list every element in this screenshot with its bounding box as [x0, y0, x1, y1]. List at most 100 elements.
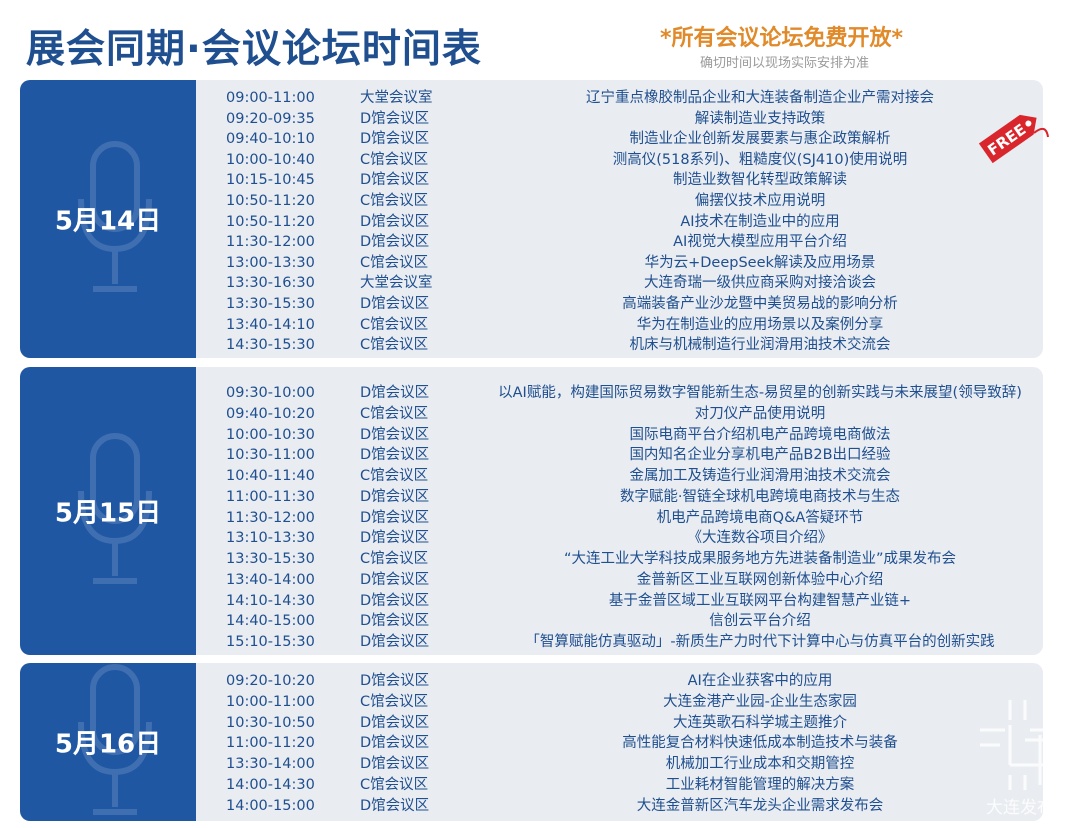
session-time: 13:30-15:30: [226, 296, 315, 312]
session-topic: 华为云+DeepSeek解读及应用场景: [644, 254, 876, 271]
session-location: D馆会议区: [360, 613, 430, 630]
session-time: 10:40-11:40: [226, 468, 315, 484]
session-location: D馆会议区: [360, 797, 430, 814]
session-topic: 大连英歌石科学城主题推介: [673, 714, 847, 731]
session-time: 13:30-16:30: [226, 275, 315, 292]
session-row: 10:00-11:00 C馆会议区 大连金港产业园-企业生态家园: [196, 692, 1043, 712]
session-location: C馆会议区: [360, 193, 429, 209]
session-row: 13:10-13:30 D馆会议区 《大连数谷项目介绍》: [196, 528, 1043, 548]
session-topic: 国际电商平台介绍机电产品跨境电商做法: [629, 426, 891, 443]
session-row: 13:30-15:30 C馆会议区 “大连工业大学科技成果服务地方先进装备制造业”成…: [196, 549, 1043, 569]
session-topic: 对刀仪产品使用说明: [694, 405, 826, 422]
session-time: 13:10-13:30: [226, 530, 315, 547]
session-time: 11:00-11:30: [226, 488, 315, 505]
session-location: 大堂会议室: [360, 275, 433, 292]
session-topic: 机床与机械制造行业润滑用油技术交流会: [629, 337, 891, 354]
session-topic: AI技术在制造业中的应用: [680, 213, 840, 230]
session-time: 13:30-14:00: [226, 756, 315, 773]
session-location: C馆会议区: [360, 316, 429, 333]
session-topic: 大连金港产业园-企业生态家园: [663, 693, 857, 710]
session-row: 15:10-15:30 D馆会议区 「智算赋能仿真驱动」-新质生产力时代下计算中心与…: [196, 632, 1043, 652]
day-section-may-16: 5月16日 09:20-10:20 D馆会议区 AI在企业获客中的应用 10:00-11…: [20, 663, 1043, 821]
session-time: 14:30-15:30: [226, 337, 315, 354]
session-time: 10:00-10:40: [226, 151, 315, 168]
session-row: 13:30-14:00 D馆会议区 机械加工行业成本和交期管控: [196, 754, 1043, 774]
session-topic: 「智算赋能仿真驱动」-新质生产力时代下计算中心与仿真平台的创新实践: [525, 634, 995, 650]
session-location: D馆会议区: [360, 385, 430, 401]
session-row: 10:00-10:40 C馆会议区 测高仪(518系列)、粗糙度仪(SJ410)使用…: [196, 150, 1043, 170]
watermark-text: 大连发布: [986, 798, 1054, 818]
session-topic: 大连金普新区汽车龙头企业需求发布会: [636, 797, 884, 814]
session-row: 14:30-15:30 C馆会议区 机床与机械制造行业润滑用油技术交流会: [196, 335, 1043, 355]
session-time: 10:15-10:45: [226, 172, 315, 189]
session-topic: 数字赋能·智链全球机电跨境电商技术与生态: [619, 488, 901, 505]
session-time: 10:00-11:00: [226, 693, 315, 710]
session-location: C馆会议区: [360, 405, 429, 422]
session-time: 10:50-11:20: [226, 193, 315, 209]
session-row: 13:30-16:30 大堂会议室 大连奇瑞一级供应商采购对接洽谈会: [196, 273, 1043, 293]
session-location: C馆会议区: [360, 337, 429, 354]
session-row: 11:30-12:00 D馆会议区 机电产品跨境电商Q&A答疑环节: [196, 508, 1043, 528]
sessions-list: 09:20-10:20 D馆会议区 AI在企业获客中的应用 10:00-11:00 C馆…: [196, 663, 1043, 821]
session-location: C馆会议区: [360, 777, 429, 793]
session-time: 13:40-14:10: [226, 316, 315, 333]
session-time: 14:10-14:30: [226, 592, 315, 609]
session-location: D馆会议区: [360, 488, 430, 505]
session-row: 10:00-10:30 D馆会议区 国际电商平台介绍机电产品跨境电商做法: [196, 425, 1043, 445]
session-time: 09:30-10:00: [226, 385, 315, 401]
page-title: 展会同期·会议论坛时间表: [26, 27, 482, 72]
session-topic: AI视觉大模型应用平台介绍: [673, 234, 847, 251]
session-row: 13:30-15:30 D馆会议区 高端装备产业沙龙暨中美贸易战的影响分析: [196, 294, 1043, 314]
session-time: 10:00-10:30: [226, 426, 315, 443]
session-location: C馆会议区: [360, 468, 429, 484]
session-topic: 大连奇瑞一级供应商采购对接洽谈会: [644, 275, 876, 292]
session-time: 09:20-09:35: [226, 110, 315, 127]
day-section-may-15: 5月15日 09:30-10:00 D馆会议区 以AI赋能，构建国际贸易数字智能新生态…: [20, 367, 1043, 655]
session-topic: 高端装备产业沙龙暨中美贸易战的影响分析: [622, 296, 898, 312]
session-time: 10:50-11:20: [226, 213, 315, 230]
session-row: 13:40-14:00 D馆会议区 金普新区工业互联网创新体验中心介绍: [196, 570, 1043, 590]
session-topic: 金普新区工业互联网创新体验中心介绍: [636, 571, 884, 588]
session-row: 11:00-11:30 D馆会议区 数字赋能·智链全球机电跨境电商技术与生态: [196, 487, 1043, 507]
session-row: 10:50-11:20 C馆会议区 偏摆仪技术应用说明: [196, 191, 1043, 211]
session-topic: 测高仪(518系列)、粗糙度仪(SJ410)使用说明: [612, 151, 908, 168]
day-panel: 5月16日: [20, 663, 196, 821]
session-row: 09:40-10:10 D馆会议区 制造业企业创新发展要素与惠企政策解析: [196, 129, 1043, 149]
session-topic: 制造业数智化转型政策解读: [673, 172, 847, 189]
sessions-list: 09:30-10:00 D馆会议区 以AI赋能，构建国际贸易数字智能新生态-易贸星的…: [196, 367, 1043, 655]
microphone-icon: [78, 664, 152, 815]
session-topic: 《大连数谷项目介绍》: [687, 530, 833, 547]
watermark-logo-icon: 大连发布: [980, 700, 1060, 818]
session-location: D馆会议区: [360, 634, 430, 650]
day-label: 5月14日: [54, 206, 162, 237]
session-location: D馆会议区: [360, 234, 430, 251]
session-location: D馆会议区: [360, 110, 430, 127]
session-location: D馆会议区: [360, 592, 430, 609]
session-time: 10:30-10:50: [226, 714, 315, 731]
session-time: 13:40-14:00: [226, 571, 315, 588]
day-label: 5月16日: [54, 729, 162, 760]
session-location: 大堂会议室: [360, 90, 433, 106]
session-row: 14:00-14:30 C馆会议区 工业耗材智能管理的解决方案: [196, 775, 1043, 795]
session-topic: “大连工业大学科技成果服务地方先进装备制造业”成果发布会: [563, 551, 957, 567]
session-time: 09:00-11:00: [226, 90, 315, 106]
session-row: 09:40-10:20 C馆会议区 对刀仪产品使用说明: [196, 404, 1043, 424]
session-row: 10:50-11:20 D馆会议区 AI技术在制造业中的应用: [196, 212, 1043, 232]
session-location: D馆会议区: [360, 296, 430, 312]
session-row: 13:40-14:10 C馆会议区 华为在制造业的应用场景以及案例分享: [196, 315, 1043, 335]
time-disclaimer: 确切时间以现场实际安排为准: [700, 56, 870, 71]
session-time: 14:00-14:30: [226, 777, 315, 793]
session-topic: AI在企业获客中的应用: [687, 673, 833, 689]
session-topic: 基于金普区域工业互联网平台构建智慧产业链+: [608, 592, 912, 609]
session-time: 09:20-10:20: [226, 673, 315, 689]
session-row: 10:40-11:40 C馆会议区 金属加工及铸造行业润滑用油技术交流会: [196, 466, 1043, 486]
session-row: 14:10-14:30 D馆会议区 基于金普区域工业互联网平台构建智慧产业链+: [196, 591, 1043, 611]
session-topic: 华为在制造业的应用场景以及案例分享: [636, 316, 884, 333]
day-section-may-14: 5月14日 09:00-11:00 大堂会议室 辽宁重点橡胶制品企业和大连装备制造企业…: [20, 80, 1043, 358]
session-time: 13:30-15:30: [226, 551, 315, 567]
sessions-list: 09:00-11:00 大堂会议室 辽宁重点橡胶制品企业和大连装备制造企业产需对接会…: [196, 80, 1043, 358]
session-location: C馆会议区: [360, 551, 429, 567]
session-topic: 制造业企业创新发展要素与惠企政策解析: [629, 131, 891, 148]
session-location: C馆会议区: [360, 151, 429, 168]
